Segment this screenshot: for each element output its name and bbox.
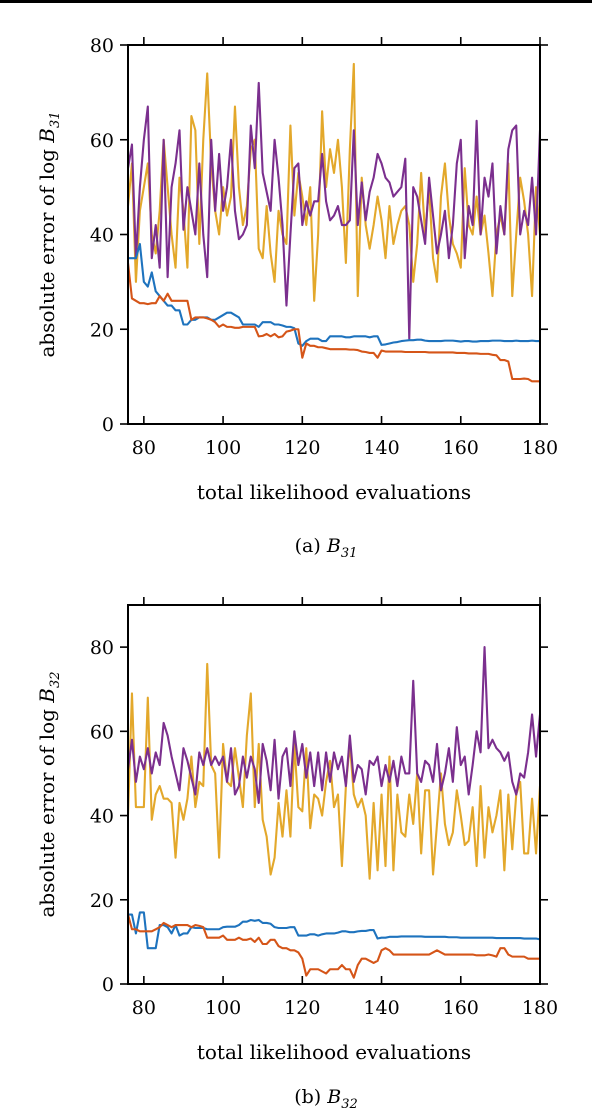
chart-b32: 80 100 120 140 160 180 0 20 40 60 80 absolute erro… bbox=[35, 597, 558, 1112]
chart-b31: 80 100 120 140 160 180 0 20 40 60 80 absolute erro… bbox=[35, 35, 558, 561]
y-tick-label: 60 bbox=[90, 130, 114, 152]
x-tick-label: 80 bbox=[132, 997, 156, 1019]
x-tick-label: 180 bbox=[522, 437, 558, 459]
series-line-1 bbox=[126, 662, 542, 880]
x-tick-label: 160 bbox=[443, 997, 479, 1019]
y-tick-label: 0 bbox=[102, 414, 114, 436]
ticks: 80 100 120 140 160 180 0 20 40 60 80 bbox=[90, 597, 558, 1019]
x-axis-label: total likelihood evaluations bbox=[197, 1040, 471, 1064]
axes-frame bbox=[127, 44, 541, 425]
x-tick-label: 80 bbox=[132, 437, 156, 459]
y-axis-label: absolute error of log B31 bbox=[35, 111, 63, 357]
x-tick-label: 120 bbox=[284, 437, 320, 459]
series-line-2 bbox=[126, 646, 542, 804]
series-line-1 bbox=[126, 62, 542, 302]
y-axis-label: absolute error of log B32 bbox=[35, 671, 63, 917]
y-tick-label: 40 bbox=[90, 806, 114, 828]
y-tick-label: 0 bbox=[102, 974, 114, 996]
x-tick-label: 100 bbox=[205, 997, 241, 1019]
x-tick-label: 140 bbox=[363, 437, 399, 459]
x-tick-label: 120 bbox=[284, 997, 320, 1019]
caption: (a) B31 bbox=[295, 535, 358, 561]
x-tick-label: 140 bbox=[363, 997, 399, 1019]
y-tick-label: 60 bbox=[90, 721, 114, 743]
y-tick-label: 80 bbox=[90, 35, 114, 57]
series-layer bbox=[126, 62, 542, 383]
y-tick-label: 20 bbox=[90, 319, 114, 341]
y-tick-label: 20 bbox=[90, 890, 114, 912]
caption: (b) B32 bbox=[294, 1086, 358, 1112]
y-tick-label: 40 bbox=[90, 225, 114, 247]
series-line-2 bbox=[126, 81, 542, 340]
x-axis-label: total likelihood evaluations bbox=[197, 480, 471, 504]
ticks: 80 100 120 140 160 180 0 20 40 60 80 bbox=[90, 35, 558, 459]
x-tick-label: 180 bbox=[522, 997, 558, 1019]
series-line-4 bbox=[126, 914, 540, 979]
axes-frame bbox=[127, 604, 541, 985]
series-line-3 bbox=[128, 911, 541, 950]
series-line-4 bbox=[126, 262, 540, 383]
x-tick-label: 100 bbox=[205, 437, 241, 459]
y-tick-label: 80 bbox=[90, 637, 114, 659]
series-line-3 bbox=[128, 242, 540, 347]
x-tick-label: 160 bbox=[443, 437, 479, 459]
series-layer bbox=[126, 646, 542, 979]
